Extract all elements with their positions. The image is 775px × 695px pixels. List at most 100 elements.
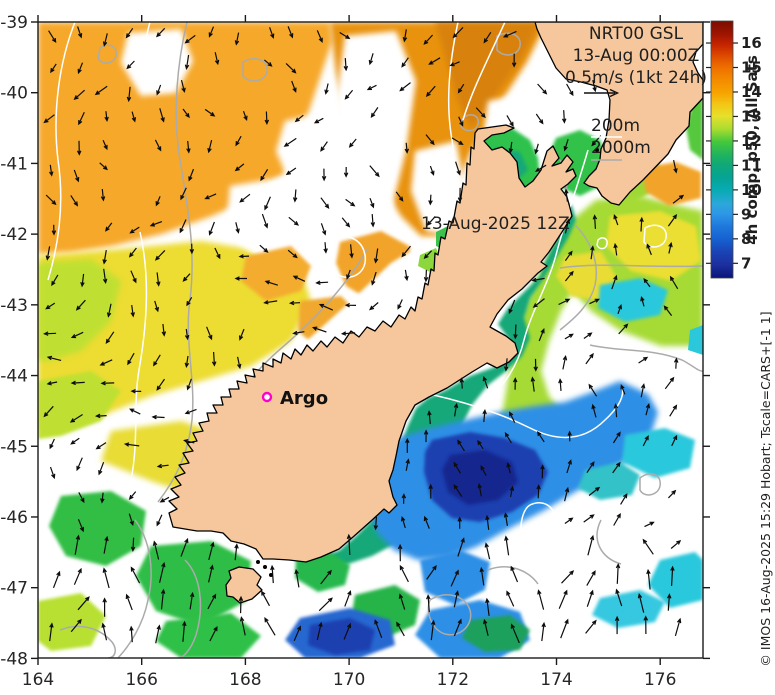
plot-frame bbox=[37, 21, 704, 659]
current-arrow bbox=[590, 245, 595, 260]
current-arrow bbox=[78, 111, 85, 126]
current-arrow bbox=[105, 222, 113, 232]
current-arrow bbox=[264, 111, 270, 126]
islet bbox=[263, 565, 267, 569]
current-arrow bbox=[646, 568, 651, 590]
sst-patch bbox=[435, 22, 540, 130]
current-arrow bbox=[560, 618, 569, 639]
current-arrow bbox=[457, 439, 465, 452]
current-arrow bbox=[426, 594, 431, 613]
current-arrow bbox=[184, 408, 197, 415]
contour-200m bbox=[596, 237, 608, 250]
current-arrow bbox=[316, 621, 323, 641]
contour-2000m bbox=[589, 344, 703, 372]
current-arrow bbox=[208, 26, 215, 38]
current-arrow bbox=[264, 59, 273, 67]
current-arrow bbox=[530, 376, 536, 392]
current-arrow bbox=[428, 194, 433, 206]
current-arrow bbox=[127, 352, 135, 366]
current-arrow bbox=[311, 326, 327, 333]
sst-patch bbox=[295, 552, 350, 592]
sst-patch bbox=[598, 278, 668, 322]
current-arrow bbox=[483, 618, 489, 636]
sst-patch bbox=[49, 491, 146, 566]
current-arrow bbox=[405, 458, 410, 471]
current-arrow bbox=[182, 620, 187, 642]
current-arrow bbox=[74, 534, 81, 555]
current-arrow bbox=[637, 593, 645, 613]
map-date-label: 13-Aug-2025 12Z bbox=[421, 214, 570, 234]
current-arrow bbox=[129, 625, 134, 643]
current-arrow bbox=[344, 89, 354, 100]
current-arrow bbox=[49, 164, 54, 177]
current-arrow bbox=[292, 189, 298, 203]
colorbar bbox=[710, 20, 734, 279]
current-arrow bbox=[397, 299, 403, 310]
current-arrow bbox=[670, 565, 675, 586]
current-arrow bbox=[562, 355, 568, 370]
current-arrow bbox=[129, 226, 140, 234]
y-tick-label: -39 bbox=[0, 13, 28, 33]
current-arrow bbox=[370, 107, 379, 118]
current-arrow bbox=[452, 26, 464, 39]
colorbar-tick-label: 10 bbox=[741, 181, 762, 199]
current-arrow bbox=[618, 323, 629, 335]
current-arrow bbox=[214, 247, 221, 260]
current-arrow bbox=[453, 590, 460, 608]
current-arrow bbox=[341, 217, 351, 228]
x-tick-label: 170 bbox=[333, 670, 365, 690]
current-arrow bbox=[502, 30, 517, 38]
current-arrow bbox=[49, 466, 56, 480]
current-arrow bbox=[315, 280, 329, 285]
colorbar-tick-label: 13 bbox=[741, 107, 762, 125]
current-arrow bbox=[98, 461, 105, 476]
current-arrow bbox=[126, 86, 132, 103]
current-arrow bbox=[513, 324, 518, 340]
current-arrow bbox=[239, 193, 251, 203]
current-arrow bbox=[428, 483, 433, 499]
current-arrow bbox=[585, 352, 594, 365]
current-arrow bbox=[343, 622, 352, 640]
current-arrow bbox=[667, 213, 678, 227]
current-arrow bbox=[615, 588, 623, 607]
current-arrow bbox=[663, 305, 673, 316]
current-arrow bbox=[564, 218, 571, 234]
current-arrow bbox=[404, 269, 409, 282]
current-arrow bbox=[533, 358, 538, 372]
current-arrow bbox=[237, 356, 242, 370]
current-arrow bbox=[510, 565, 519, 583]
current-arrow bbox=[373, 248, 379, 264]
argo-float-marker bbox=[261, 391, 273, 403]
current-arrow bbox=[126, 60, 135, 70]
current-arrow bbox=[642, 538, 654, 555]
current-arrow bbox=[69, 413, 83, 423]
current-arrow bbox=[423, 34, 434, 45]
current-arrow bbox=[287, 249, 298, 259]
current-arrow bbox=[129, 408, 141, 415]
sst-patch bbox=[241, 246, 311, 301]
current-arrow bbox=[480, 465, 487, 476]
current-arrow bbox=[94, 413, 107, 419]
contour-2000m bbox=[559, 224, 597, 331]
current-arrow bbox=[558, 378, 563, 391]
current-arrow bbox=[78, 492, 85, 504]
contour-200m bbox=[487, 149, 589, 399]
current-arrow bbox=[564, 250, 573, 262]
current-arrow bbox=[154, 249, 166, 261]
current-arrow bbox=[156, 463, 169, 469]
contour-2000m bbox=[487, 566, 539, 585]
current-arrow bbox=[234, 543, 239, 561]
current-arrow bbox=[613, 403, 619, 418]
islet bbox=[595, 148, 599, 152]
current-arrow bbox=[180, 537, 189, 557]
current-arrow bbox=[423, 269, 429, 283]
current-arrow bbox=[479, 566, 485, 586]
current-arrow bbox=[566, 459, 572, 474]
current-arrow bbox=[457, 516, 462, 529]
current-arrow bbox=[320, 223, 327, 236]
current-arrow bbox=[323, 242, 328, 254]
current-arrow bbox=[159, 561, 166, 583]
current-arrow bbox=[239, 328, 245, 341]
current-arrow bbox=[151, 414, 165, 420]
